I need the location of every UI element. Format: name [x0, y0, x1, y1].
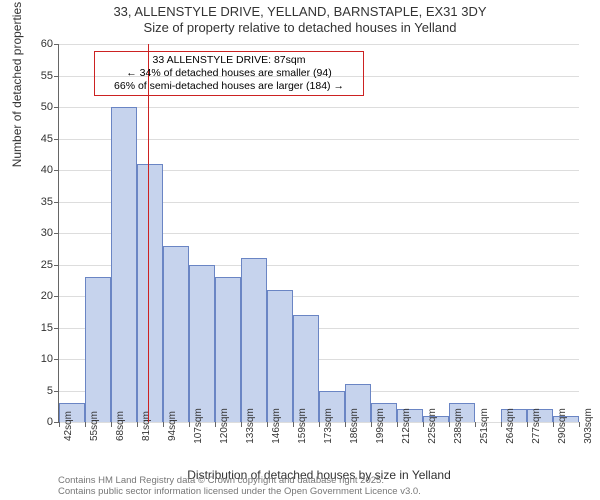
xtick-label: 225sqm	[427, 408, 438, 444]
ytick-mark	[54, 359, 59, 360]
bar	[241, 258, 267, 422]
xtick-mark	[371, 422, 372, 427]
callout-line2: ← 34% of detached houses are smaller (94…	[99, 67, 359, 80]
ytick-mark	[54, 107, 59, 108]
ytick-label: 30	[41, 227, 53, 239]
xtick-label: 199sqm	[375, 408, 386, 444]
xtick-label: 55sqm	[89, 411, 100, 441]
ytick-label: 25	[41, 259, 53, 271]
xtick-mark	[475, 422, 476, 427]
chart-container: 33, ALLENSTYLE DRIVE, YELLAND, BARNSTAPL…	[0, 0, 600, 500]
xtick-label: 290sqm	[557, 408, 568, 444]
ytick-label: 60	[41, 38, 53, 50]
xtick-label: 120sqm	[219, 408, 230, 444]
ytick-label: 50	[41, 101, 53, 113]
bar	[215, 277, 241, 422]
xtick-mark	[501, 422, 502, 427]
bar	[189, 265, 215, 423]
title-line2: Size of property relative to detached ho…	[0, 20, 600, 36]
xtick-label: 186sqm	[349, 408, 360, 444]
gridline	[59, 107, 579, 108]
xtick-mark	[527, 422, 528, 427]
xtick-label: 133sqm	[245, 408, 256, 444]
ytick-label: 45	[41, 133, 53, 145]
xtick-label: 303sqm	[583, 408, 594, 444]
xtick-mark	[85, 422, 86, 427]
xtick-label: 68sqm	[115, 411, 126, 441]
xtick-mark	[319, 422, 320, 427]
xtick-mark	[215, 422, 216, 427]
xtick-mark	[137, 422, 138, 427]
ytick-mark	[54, 139, 59, 140]
ytick-mark	[54, 76, 59, 77]
ytick-label: 10	[41, 353, 53, 365]
gridline	[59, 139, 579, 140]
y-axis-label: Number of detached properties	[10, 2, 24, 167]
xtick-label: 264sqm	[505, 408, 516, 444]
ytick-label: 5	[47, 385, 53, 397]
xtick-mark	[163, 422, 164, 427]
ytick-mark	[54, 233, 59, 234]
xtick-label: 173sqm	[323, 408, 334, 444]
xtick-label: 159sqm	[297, 408, 308, 444]
xtick-mark	[397, 422, 398, 427]
xtick-mark	[423, 422, 424, 427]
xtick-label: 42sqm	[63, 411, 74, 441]
ytick-mark	[54, 328, 59, 329]
chart-title: 33, ALLENSTYLE DRIVE, YELLAND, BARNSTAPL…	[0, 4, 600, 37]
xtick-label: 277sqm	[531, 408, 542, 444]
ytick-label: 20	[41, 290, 53, 302]
callout-box: 33 ALLENSTYLE DRIVE: 87sqm← 34% of detac…	[94, 51, 364, 96]
xtick-label: 212sqm	[401, 408, 412, 444]
xtick-label: 81sqm	[141, 411, 152, 441]
xtick-mark	[59, 422, 60, 427]
ytick-label: 55	[41, 70, 53, 82]
xtick-label: 107sqm	[193, 408, 204, 444]
xtick-mark	[267, 422, 268, 427]
bar	[111, 107, 137, 422]
ytick-mark	[54, 391, 59, 392]
ytick-mark	[54, 265, 59, 266]
xtick-label: 146sqm	[271, 408, 282, 444]
bar	[267, 290, 293, 422]
xtick-label: 94sqm	[167, 411, 178, 441]
ytick-label: 35	[41, 196, 53, 208]
xtick-mark	[553, 422, 554, 427]
xtick-label: 238sqm	[453, 408, 464, 444]
xtick-mark	[241, 422, 242, 427]
xtick-mark	[189, 422, 190, 427]
plot-area: Distribution of detached houses by size …	[58, 44, 579, 423]
xtick-mark	[111, 422, 112, 427]
ytick-mark	[54, 202, 59, 203]
xtick-mark	[293, 422, 294, 427]
ytick-label: 15	[41, 322, 53, 334]
xtick-mark	[579, 422, 580, 427]
ytick-label: 40	[41, 164, 53, 176]
bar	[137, 164, 163, 422]
xtick-label: 251sqm	[479, 408, 490, 444]
ytick-mark	[54, 170, 59, 171]
xtick-mark	[345, 422, 346, 427]
callout-line1: 33 ALLENSTYLE DRIVE: 87sqm	[99, 54, 359, 67]
xtick-mark	[449, 422, 450, 427]
gridline	[59, 44, 579, 45]
callout-line3: 66% of semi-detached houses are larger (…	[99, 80, 359, 93]
ytick-mark	[54, 44, 59, 45]
ytick-mark	[54, 296, 59, 297]
marker-line	[148, 44, 149, 422]
title-line1: 33, ALLENSTYLE DRIVE, YELLAND, BARNSTAPL…	[0, 4, 600, 20]
attribution: Contains HM Land Registry data © Crown c…	[58, 476, 421, 498]
bar	[163, 246, 189, 422]
attribution-line2: Contains public sector information licen…	[58, 487, 421, 498]
ytick-label: 0	[47, 416, 53, 428]
bar	[85, 277, 111, 422]
bar	[293, 315, 319, 422]
